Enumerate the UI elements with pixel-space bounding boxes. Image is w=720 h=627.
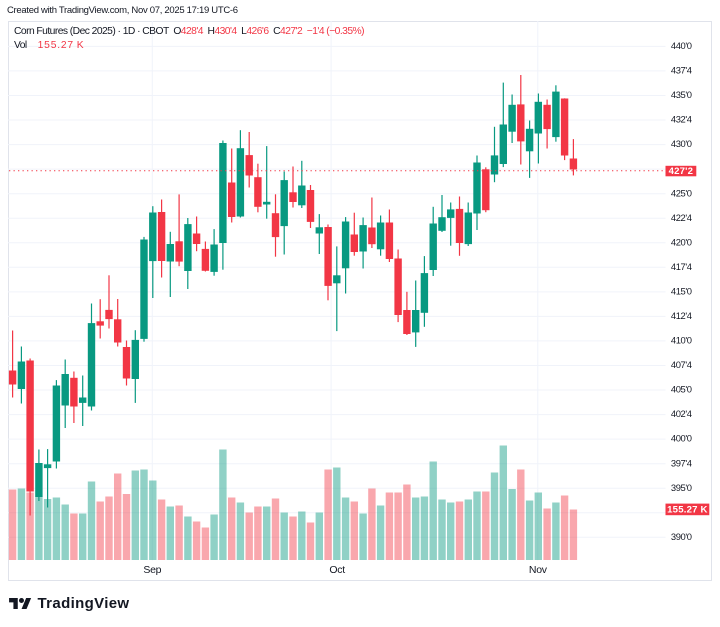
svg-text:412'4: 412'4: [671, 310, 692, 321]
svg-text:397'4: 397'4: [671, 457, 692, 468]
svg-text:440'0: 440'0: [671, 40, 692, 51]
svg-text:437'4: 437'4: [671, 64, 692, 75]
svg-text:400'0: 400'0: [671, 432, 692, 443]
svg-text:410'0: 410'0: [671, 334, 692, 345]
svg-text:Sep: Sep: [143, 564, 161, 576]
svg-text:407'4: 407'4: [671, 359, 692, 370]
svg-text:395'0: 395'0: [671, 481, 692, 492]
svg-text:Oct: Oct: [329, 564, 345, 576]
svg-text:427'2: 427'2: [669, 166, 694, 177]
svg-text:435'0: 435'0: [671, 89, 692, 100]
svg-text:155.27 K: 155.27 K: [667, 504, 708, 515]
svg-text:417'4: 417'4: [671, 260, 692, 271]
svg-text:390'0: 390'0: [671, 530, 692, 541]
svg-text:405'0: 405'0: [671, 383, 692, 394]
svg-text:402'4: 402'4: [671, 408, 692, 419]
svg-text:Nov: Nov: [529, 564, 548, 576]
svg-text:432'4: 432'4: [671, 113, 692, 124]
svg-text:420'0: 420'0: [671, 236, 692, 247]
svg-text:430'0: 430'0: [671, 138, 692, 149]
svg-text:422'4: 422'4: [671, 211, 692, 222]
svg-text:425'0: 425'0: [671, 187, 692, 198]
svg-text:415'0: 415'0: [671, 285, 692, 296]
